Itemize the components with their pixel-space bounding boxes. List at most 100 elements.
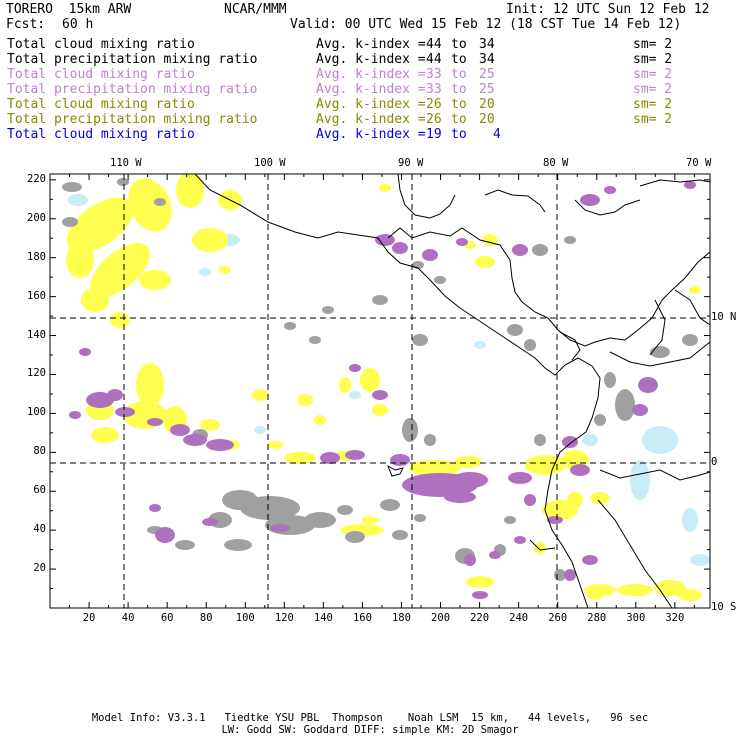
gray-cloud-patch xyxy=(372,295,388,305)
purple-cloud-patch xyxy=(547,516,563,524)
forecast-hours: 60 h xyxy=(62,17,94,32)
legend-k-from: 26 xyxy=(426,112,442,127)
light-blue-cloud-patch xyxy=(199,268,211,276)
legend-kindex-label: Avg. k-index = xyxy=(316,52,426,67)
x-grid-label: 120 xyxy=(274,612,294,624)
legend-field-name: Total cloud mixing ratio xyxy=(7,97,195,112)
coastline xyxy=(599,469,710,481)
x-grid-label: 20 xyxy=(82,612,96,624)
x-grid-label: 240 xyxy=(509,612,529,624)
x-grid-label: 80 xyxy=(199,612,213,624)
yellow-cloud-patch xyxy=(466,576,494,588)
legend-to: to xyxy=(451,82,467,97)
gray-cloud-patch xyxy=(414,514,426,522)
purple-cloud-patch xyxy=(372,390,388,400)
legend-smoothing: sm= 2 xyxy=(633,82,673,97)
yellow-cloud-patch xyxy=(617,584,653,596)
legend-field-name: Total precipitation mixing ratio xyxy=(7,112,258,127)
coastline xyxy=(194,174,601,608)
purple-cloud-patch xyxy=(202,518,218,526)
purple-cloud-patch xyxy=(564,569,576,581)
coastline xyxy=(484,189,546,213)
yellow-cloud-patch xyxy=(689,286,701,294)
x-grid-label: 40 xyxy=(121,612,135,624)
purple-cloud-patch xyxy=(155,527,175,543)
purple-cloud-patch xyxy=(79,348,91,356)
purple-cloud-patch xyxy=(444,491,476,503)
legend-k-to: 34 xyxy=(479,52,495,67)
purple-cloud-patch xyxy=(170,424,190,436)
purple-cloud-patch xyxy=(582,555,598,565)
legend-kindex-label: Avg. k-index = xyxy=(316,82,426,97)
yellow-cloud-patch xyxy=(66,242,94,278)
longitude-label: 100 W xyxy=(254,157,286,169)
gray-cloud-patch xyxy=(224,539,252,551)
yellow-cloud-patch xyxy=(139,270,171,290)
x-grid-label: 60 xyxy=(160,612,174,624)
coastline xyxy=(574,199,641,216)
yellow-cloud-patch xyxy=(339,377,351,393)
yellow-cloud-patch xyxy=(475,256,495,268)
gray-cloud-patch xyxy=(322,306,334,314)
x-grid-label: 100 xyxy=(235,612,255,624)
legend-to: to xyxy=(451,67,467,82)
gray-cloud-patch xyxy=(412,334,428,346)
yellow-cloud-patch xyxy=(136,363,164,407)
coastline xyxy=(597,499,673,608)
light-blue-cloud-patch xyxy=(68,194,88,206)
y-grid-label: 120 xyxy=(27,367,46,380)
gray-cloud-patch xyxy=(175,540,195,550)
legend-smoothing: sm= 2 xyxy=(633,52,673,67)
gray-cloud-patch xyxy=(284,322,296,330)
yellow-cloud-patch xyxy=(200,419,220,431)
latitude-label: 10 S xyxy=(711,601,737,613)
x-grid-label: 280 xyxy=(587,612,607,624)
legend-kindex-label: Avg. k-index = xyxy=(316,127,426,142)
legend-k-from: 44 xyxy=(426,37,442,52)
y-grid-label: 20 xyxy=(33,562,46,575)
purple-cloud-patch xyxy=(632,404,648,416)
gray-cloud-patch xyxy=(604,372,616,388)
yellow-cloud-patch xyxy=(678,589,702,601)
gray-cloud-patch xyxy=(682,334,698,346)
purple-cloud-patch xyxy=(345,450,365,460)
purple-cloud-patch xyxy=(512,244,528,256)
yellow-cloud-patch xyxy=(176,174,204,208)
legend-field-name: Total cloud mixing ratio xyxy=(7,37,195,52)
gray-cloud-patch xyxy=(380,499,400,511)
y-grid-label: 60 xyxy=(33,484,46,497)
gray-cloud-patch xyxy=(392,530,408,540)
purple-cloud-patch xyxy=(514,536,526,544)
legend-k-from: 26 xyxy=(426,97,442,112)
coastline xyxy=(639,179,710,187)
gray-cloud-patch xyxy=(564,236,576,244)
purple-cloud-patch xyxy=(570,464,590,476)
gray-cloud-patch xyxy=(594,414,606,426)
legend-k-from: 44 xyxy=(426,52,442,67)
x-grid-label: 200 xyxy=(431,612,451,624)
purple-cloud-patch xyxy=(349,364,361,372)
y-grid-label: 220 xyxy=(27,172,46,185)
yellow-cloud-patch xyxy=(360,368,380,392)
legend-k-to: 34 xyxy=(479,37,495,52)
legend-smoothing: sm= 2 xyxy=(633,97,673,112)
purple-cloud-patch xyxy=(580,194,600,206)
latitude-label: 0 xyxy=(711,456,718,468)
longitude-label: 90 W xyxy=(398,157,424,169)
gray-cloud-patch xyxy=(337,505,353,515)
model-title: TORERO 15km ARW xyxy=(6,2,132,17)
light-blue-cloud-patch xyxy=(254,426,266,434)
purple-cloud-patch xyxy=(149,504,161,512)
y-grid-label: 160 xyxy=(27,289,46,302)
init-time: Init: 12 UTC Sun 12 Feb 12 xyxy=(506,2,710,17)
coastline xyxy=(397,174,456,219)
legend-field-name: Total precipitation mixing ratio xyxy=(7,82,258,97)
legend-to: to xyxy=(451,52,467,67)
legend-k-from: 33 xyxy=(426,67,442,82)
yellow-cloud-patch xyxy=(219,266,231,274)
legend-smoothing: sm= 2 xyxy=(633,67,673,82)
legend-k-from: 19 xyxy=(426,127,442,142)
y-grid-label: 140 xyxy=(27,328,46,341)
legend-k-from: 33 xyxy=(426,82,442,97)
